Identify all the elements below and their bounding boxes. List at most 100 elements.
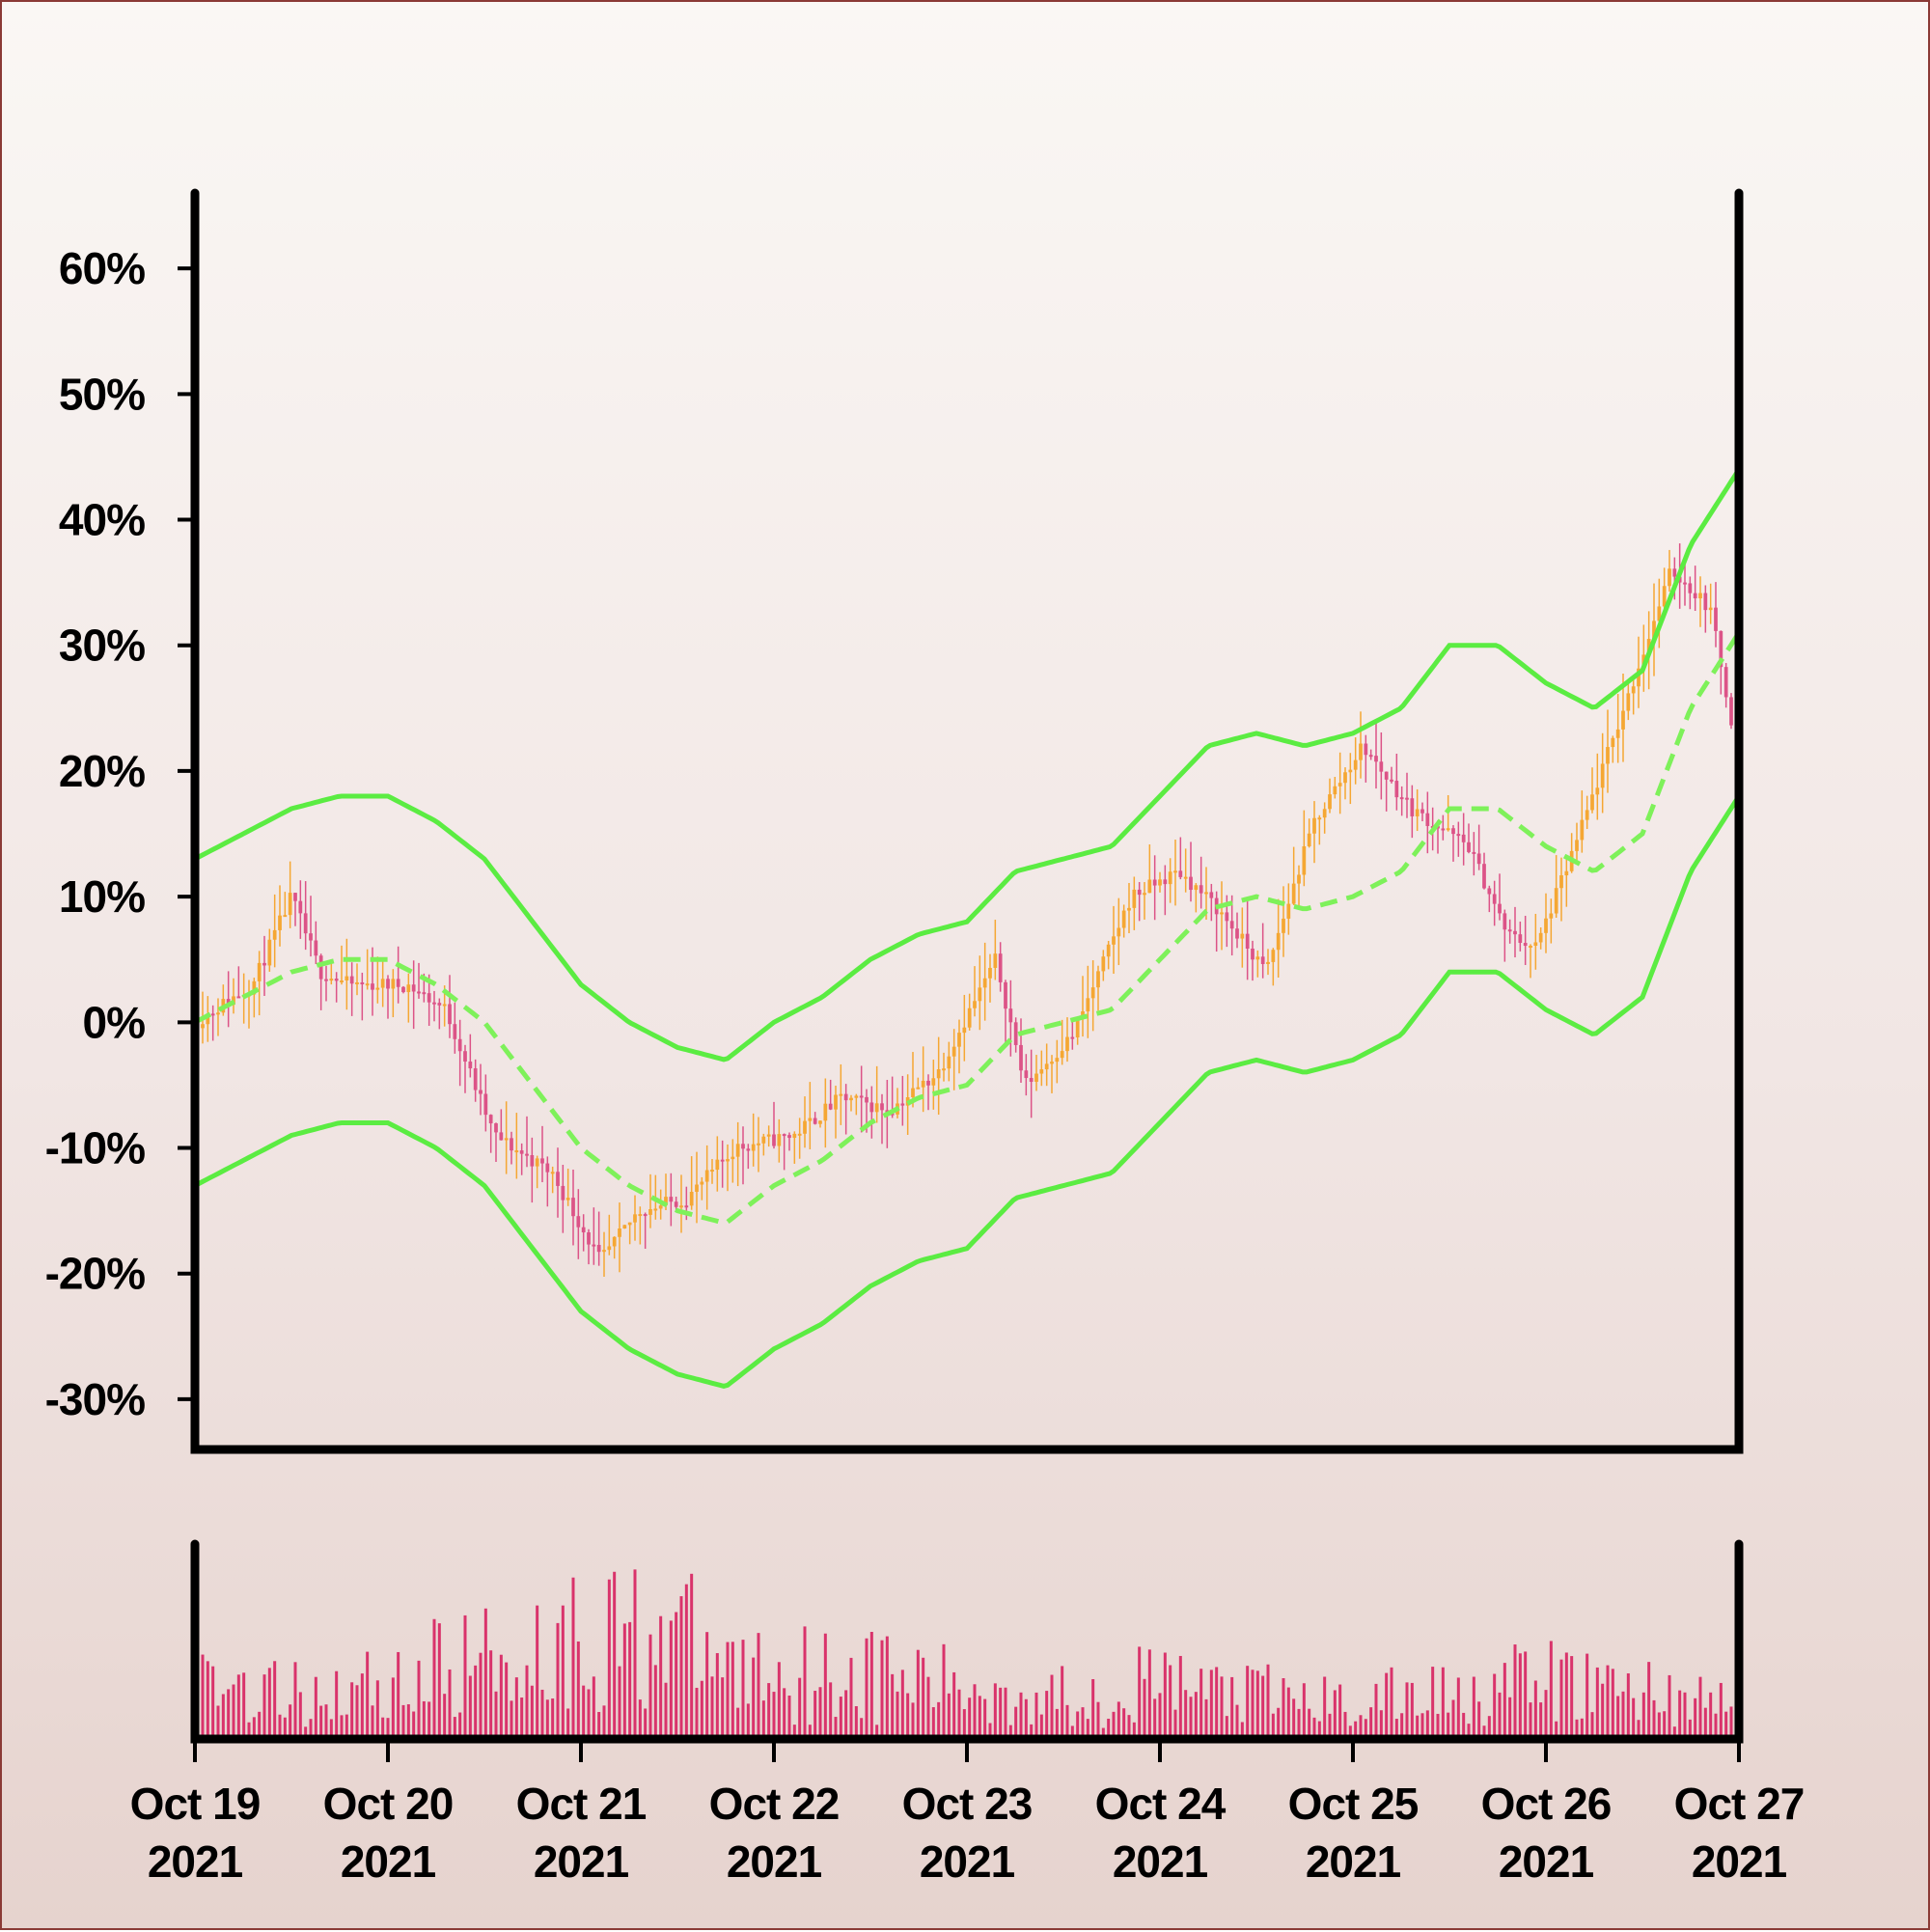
candle-body	[1353, 759, 1358, 770]
volume-bar	[1508, 1697, 1512, 1739]
candle-body	[510, 1138, 513, 1151]
candle-body	[1461, 834, 1466, 842]
volume-bar	[1061, 1666, 1064, 1739]
x-tick-label-year: 2021	[534, 1836, 629, 1887]
volume-bar	[468, 1675, 472, 1739]
candle-body	[561, 1185, 565, 1201]
x-tick-label-year: 2021	[148, 1836, 243, 1887]
candle-body	[535, 1158, 539, 1167]
volume-bar	[1683, 1692, 1687, 1739]
candle-body	[1127, 907, 1131, 911]
candle-body	[1368, 755, 1373, 758]
candle-body	[417, 991, 421, 994]
volume-bar	[1034, 1692, 1038, 1739]
candle-body	[792, 1133, 797, 1139]
candle-body	[437, 1003, 442, 1006]
candle-body	[1729, 697, 1733, 726]
candle-body	[1158, 879, 1162, 886]
x-tick-label-year: 2021	[341, 1836, 436, 1887]
volume-bar	[715, 1653, 719, 1739]
candle-body	[627, 1222, 632, 1226]
volume-bar	[1204, 1698, 1208, 1739]
volume-bar	[880, 1640, 884, 1739]
volume-bar	[1008, 1725, 1012, 1739]
volume-bar	[258, 1711, 262, 1739]
candle-body	[1101, 956, 1106, 972]
candle-body	[1549, 913, 1554, 919]
candle-body	[1631, 686, 1636, 694]
volume-bar	[479, 1652, 482, 1739]
candle-body	[1668, 568, 1671, 587]
candle-body	[1719, 630, 1723, 668]
candle-body	[303, 913, 308, 934]
candle-body	[900, 1103, 905, 1106]
volume-bar	[366, 1651, 370, 1739]
candle-body	[926, 1080, 930, 1086]
candle-body	[849, 1097, 853, 1101]
candle-body	[772, 1134, 776, 1146]
volume-bar	[1096, 1701, 1100, 1739]
candle-body	[267, 939, 272, 966]
volume-bar	[983, 1698, 987, 1739]
volume-bar	[386, 1718, 390, 1739]
y-tick-label: 0%	[83, 997, 146, 1047]
volume-bar	[1601, 1683, 1605, 1739]
candle-body	[483, 1093, 488, 1116]
volume-bar	[406, 1704, 410, 1739]
volume-bar	[1503, 1663, 1506, 1739]
candle-body	[998, 953, 1003, 982]
volume-bar	[232, 1684, 235, 1739]
candle-body	[1317, 817, 1322, 820]
candle-body	[216, 1012, 220, 1015]
candle-body	[550, 1172, 555, 1174]
candle-body	[1137, 889, 1142, 896]
candle-body	[479, 1090, 482, 1094]
candle-body	[293, 893, 297, 901]
volume-bar	[1178, 1655, 1182, 1739]
x-tick-label-date: Oct 22	[709, 1779, 840, 1829]
y-tick-label: 10%	[59, 871, 145, 922]
candle-body	[355, 981, 359, 984]
volume-panel	[196, 1569, 1738, 1739]
volume-bar	[1518, 1653, 1522, 1739]
volume-bar	[1004, 1687, 1007, 1739]
candle-body	[973, 1001, 977, 1008]
volume-bar	[1261, 1675, 1265, 1739]
volume-bar	[684, 1584, 688, 1739]
candle-body	[540, 1158, 544, 1164]
volume-bar	[1045, 1691, 1049, 1739]
candle-body	[803, 1120, 807, 1134]
volume-bar	[1616, 1696, 1620, 1739]
volume-bar	[216, 1705, 220, 1739]
candle-body	[931, 1078, 936, 1086]
volume-bar	[1328, 1713, 1332, 1739]
candle-body	[1662, 586, 1667, 607]
volume-bar	[1286, 1687, 1290, 1739]
volume-bar	[818, 1687, 822, 1739]
candle-body	[278, 915, 282, 930]
volume-bar	[314, 1676, 317, 1739]
candle-body	[808, 1118, 813, 1121]
volume-bar	[1694, 1697, 1697, 1739]
candle-body	[334, 979, 339, 981]
candle-body	[839, 1093, 843, 1096]
candle-body	[1183, 876, 1188, 879]
volume-bar	[340, 1715, 344, 1739]
volume-bar	[309, 1719, 313, 1739]
volume-bar	[432, 1618, 436, 1739]
candle-body	[571, 1198, 575, 1217]
candle-body	[1410, 798, 1415, 816]
candle-body	[1070, 1036, 1075, 1039]
candle-body	[1152, 879, 1157, 886]
candle-body	[1189, 876, 1193, 891]
candle-body	[1348, 769, 1353, 773]
candle-body	[859, 1095, 864, 1098]
volume-bar	[664, 1682, 668, 1739]
candle-body	[684, 1205, 689, 1208]
candle-body	[1384, 771, 1389, 780]
volume-bar	[1493, 1673, 1497, 1739]
volume-bar	[731, 1642, 734, 1739]
candle-body	[1260, 956, 1265, 964]
volume-bar	[675, 1612, 678, 1739]
